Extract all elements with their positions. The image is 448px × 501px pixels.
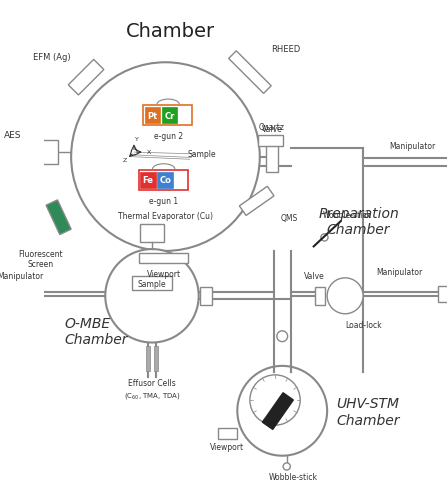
Bar: [140, 172, 155, 189]
Bar: [154, 346, 158, 372]
Text: X: X: [146, 150, 151, 155]
Text: Effusor Cells: Effusor Cells: [128, 379, 176, 388]
Bar: [68, 60, 104, 96]
Bar: [26, 141, 58, 164]
Bar: [258, 136, 284, 146]
Bar: [438, 287, 448, 303]
Text: Sample: Sample: [187, 150, 215, 159]
Text: RHEED: RHEED: [271, 45, 301, 54]
Bar: [157, 172, 172, 189]
Circle shape: [321, 234, 328, 241]
Bar: [314, 287, 325, 305]
Bar: [263, 393, 293, 429]
Text: Sample: Sample: [138, 279, 166, 288]
Bar: [145, 108, 160, 124]
Bar: [46, 200, 71, 235]
Text: Fluorescent
Screen: Fluorescent Screen: [18, 249, 63, 269]
Circle shape: [327, 278, 363, 314]
Text: Thermal Evaporator (Cu): Thermal Evaporator (Cu): [118, 212, 213, 221]
Bar: [140, 224, 164, 242]
Text: Preparation
Chamber: Preparation Chamber: [318, 206, 399, 236]
Text: Wobble-stick: Wobble-stick: [323, 211, 372, 220]
Bar: [146, 346, 150, 372]
Text: Manipulator: Manipulator: [376, 268, 422, 277]
Text: AES: AES: [4, 130, 22, 139]
Text: (C$_{60}$, TMA, TDA): (C$_{60}$, TMA, TDA): [124, 390, 181, 400]
Bar: [218, 428, 237, 439]
Text: Valve: Valve: [262, 125, 282, 134]
Text: e-gun 2: e-gun 2: [154, 131, 183, 140]
Circle shape: [250, 375, 300, 425]
Bar: [132, 277, 172, 291]
Text: Fe: Fe: [142, 176, 153, 185]
Text: Viewport: Viewport: [146, 270, 181, 278]
Text: QMS: QMS: [280, 214, 297, 223]
Text: Co: Co: [159, 176, 172, 185]
Bar: [138, 253, 188, 264]
Text: Manipulator: Manipulator: [0, 271, 43, 280]
Circle shape: [105, 249, 198, 343]
Text: O-MBE
Chamber: O-MBE Chamber: [64, 316, 127, 346]
Text: Z: Z: [123, 158, 128, 163]
Text: Load-lock: Load-lock: [345, 321, 381, 329]
Bar: [266, 142, 278, 172]
Text: Y: Y: [135, 136, 139, 141]
Text: Quartz: Quartz: [259, 123, 285, 132]
Bar: [138, 171, 188, 190]
Bar: [201, 287, 212, 305]
Circle shape: [283, 463, 290, 470]
Text: Manipulator: Manipulator: [389, 142, 435, 151]
Bar: [239, 187, 274, 216]
Text: UHV-STM
Chamber: UHV-STM Chamber: [336, 397, 400, 427]
Bar: [162, 108, 177, 124]
Text: Wobble-stick: Wobble-stick: [268, 472, 318, 481]
Circle shape: [277, 331, 288, 342]
Text: Cr: Cr: [165, 112, 175, 121]
Text: e-gun 1: e-gun 1: [149, 197, 178, 206]
Bar: [228, 52, 271, 94]
Text: Valve: Valve: [304, 271, 325, 280]
Text: Chamber: Chamber: [125, 22, 215, 41]
Bar: [143, 106, 192, 126]
Bar: [25, 284, 35, 302]
Circle shape: [237, 366, 327, 456]
Text: Viewport: Viewport: [211, 442, 245, 451]
Text: Pt: Pt: [147, 112, 158, 121]
Circle shape: [71, 63, 260, 252]
Text: EFM (Ag): EFM (Ag): [33, 53, 70, 62]
